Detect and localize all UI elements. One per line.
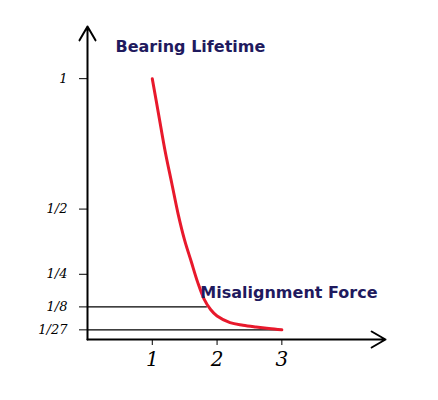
svg-text:1/8: 1/8 — [47, 299, 68, 314]
svg-text:Misalignment Force: Misalignment Force — [200, 283, 377, 302]
svg-text:Bearing Lifetime: Bearing Lifetime — [116, 37, 266, 56]
svg-text:1/4: 1/4 — [47, 266, 68, 281]
svg-text:3: 3 — [275, 347, 288, 371]
svg-text:1/27: 1/27 — [38, 322, 68, 337]
svg-text:1: 1 — [146, 347, 159, 371]
svg-text:1: 1 — [59, 71, 67, 86]
svg-text:1/2: 1/2 — [47, 201, 68, 216]
svg-text:2: 2 — [210, 347, 224, 371]
